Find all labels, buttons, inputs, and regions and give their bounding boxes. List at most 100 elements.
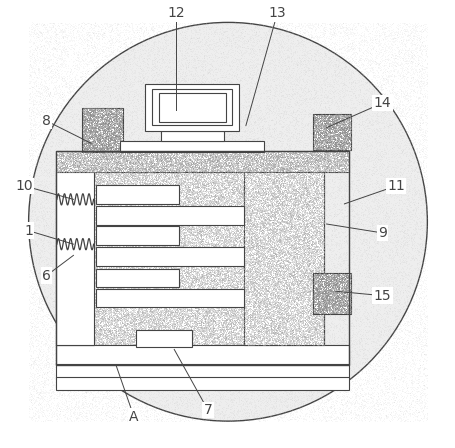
Point [165, 197, 172, 204]
Point [97, 187, 104, 194]
Point [350, 244, 357, 251]
Point [87, 21, 94, 28]
Point [54, 128, 61, 135]
Point [194, 267, 202, 274]
Point [279, 284, 287, 292]
Point [210, 297, 217, 305]
Point [111, 125, 119, 133]
Point [153, 409, 161, 417]
Point [255, 345, 262, 352]
Point [147, 161, 155, 168]
Point [243, 296, 250, 303]
Point [113, 248, 120, 255]
Point [252, 104, 259, 112]
Point [270, 198, 277, 205]
Point [60, 359, 67, 366]
Point [299, 186, 307, 194]
Point [79, 109, 86, 116]
Point [267, 244, 274, 251]
Point [206, 266, 213, 273]
Point [142, 270, 149, 277]
Point [188, 263, 196, 270]
Point [177, 328, 184, 336]
Point [287, 241, 294, 248]
Point [262, 210, 269, 217]
Point [337, 136, 344, 143]
Point [252, 178, 259, 185]
Point [218, 335, 226, 342]
Point [180, 235, 187, 242]
Point [290, 274, 298, 281]
Point [38, 181, 46, 188]
Point [229, 172, 237, 179]
Point [89, 185, 96, 193]
Point [212, 224, 219, 231]
Point [139, 201, 147, 208]
Point [263, 175, 270, 182]
Point [318, 254, 325, 261]
Point [298, 174, 306, 181]
Point [165, 311, 172, 319]
Point [241, 303, 248, 310]
Point [41, 417, 49, 424]
Point [56, 66, 63, 73]
Point [325, 152, 332, 159]
Point [288, 263, 295, 270]
Point [194, 250, 201, 257]
Point [166, 155, 173, 162]
Point [285, 277, 293, 284]
Point [248, 271, 255, 278]
Point [113, 142, 120, 149]
Point [251, 193, 258, 200]
Point [114, 323, 121, 330]
Point [191, 284, 198, 292]
Point [236, 169, 243, 176]
Point [88, 157, 95, 164]
Point [306, 212, 313, 219]
Point [296, 241, 303, 249]
Point [115, 401, 122, 408]
Point [317, 261, 324, 268]
Point [123, 319, 131, 327]
Point [161, 359, 168, 366]
Point [329, 284, 336, 291]
Point [179, 336, 187, 343]
Point [29, 176, 36, 183]
Point [218, 124, 225, 131]
Point [342, 145, 349, 152]
Point [420, 230, 427, 237]
Point [32, 285, 40, 293]
Point [298, 188, 305, 195]
Point [407, 241, 415, 248]
Point [412, 133, 419, 140]
Point [125, 90, 132, 97]
Point [314, 302, 321, 310]
Point [244, 184, 251, 191]
Point [190, 302, 197, 309]
Point [204, 51, 212, 58]
Point [177, 215, 185, 222]
Point [235, 118, 243, 125]
Point [174, 127, 181, 134]
Point [78, 249, 85, 256]
Point [187, 213, 194, 220]
Point [395, 172, 403, 179]
Point [242, 276, 249, 283]
Point [296, 188, 303, 195]
Point [268, 243, 275, 250]
Point [158, 301, 165, 308]
Point [291, 195, 298, 202]
Point [90, 155, 97, 162]
Point [301, 240, 308, 247]
Point [76, 313, 84, 320]
Point [128, 278, 135, 285]
Point [55, 147, 62, 155]
Point [331, 389, 338, 396]
Point [136, 184, 144, 191]
Point [190, 116, 197, 123]
Point [269, 279, 277, 286]
Point [266, 190, 273, 197]
Point [316, 280, 324, 287]
Point [260, 366, 267, 374]
Point [306, 184, 313, 191]
